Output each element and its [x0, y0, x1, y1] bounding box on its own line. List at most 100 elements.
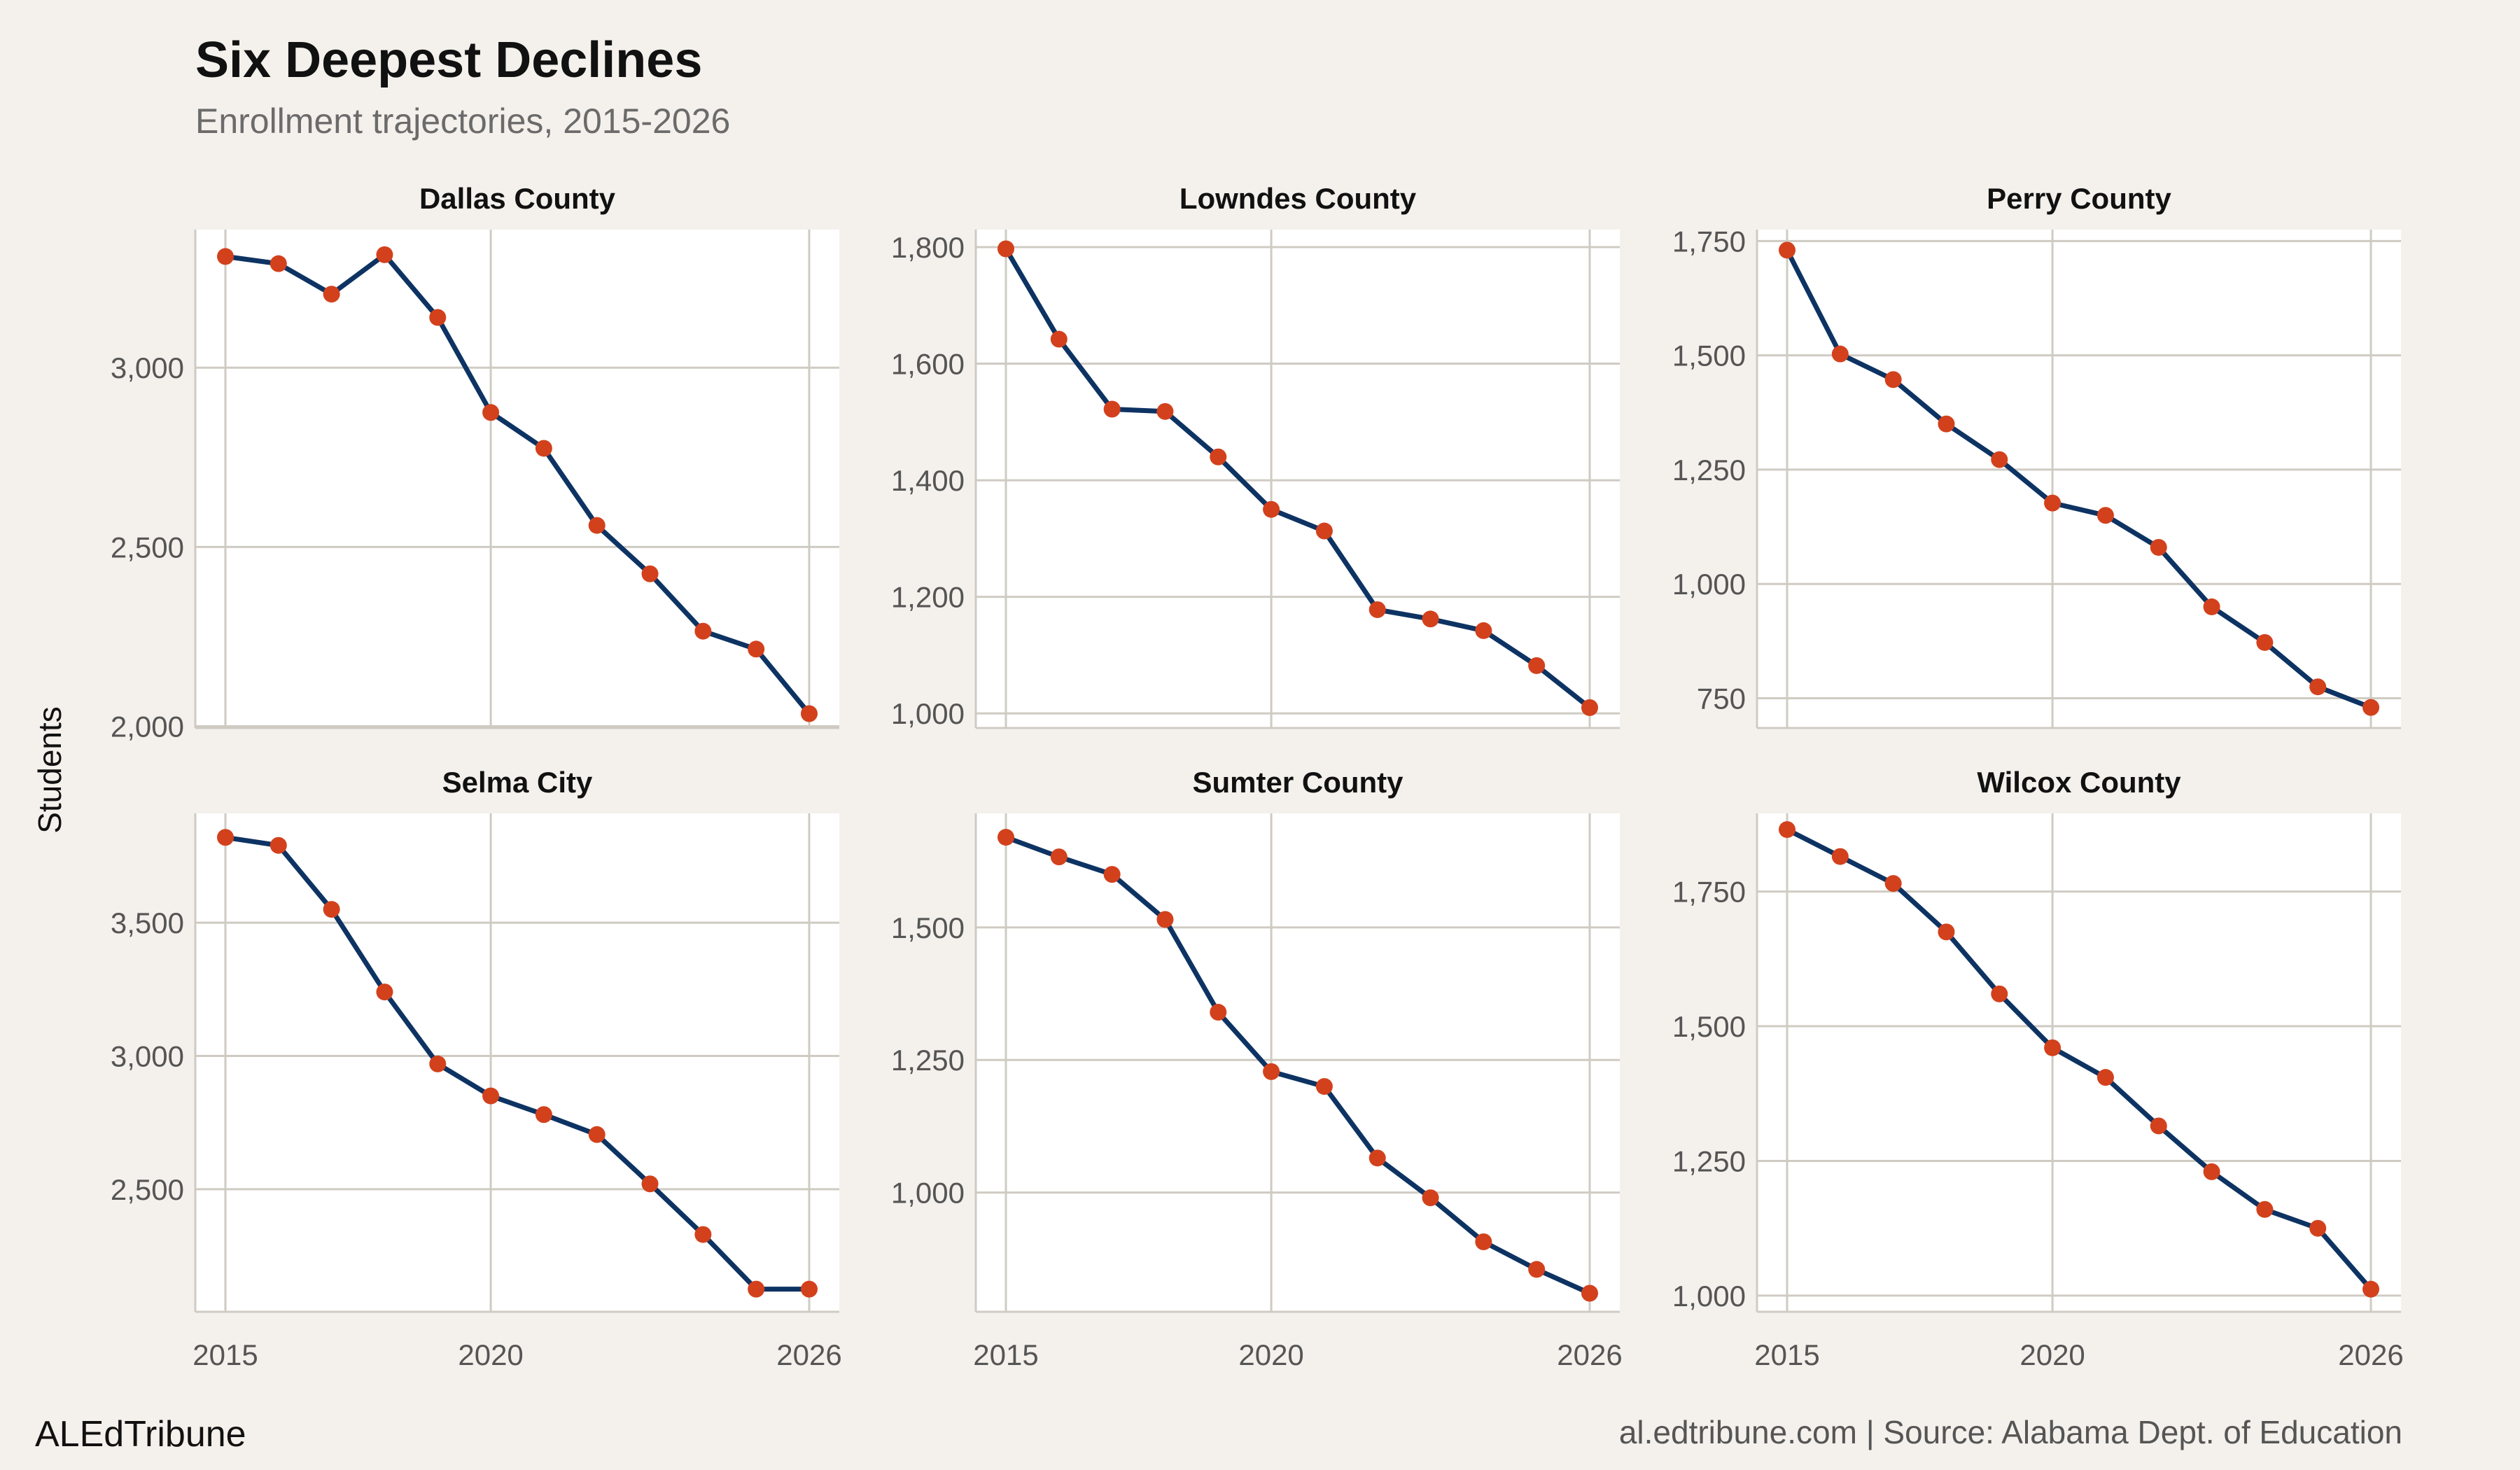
data-point — [429, 1055, 447, 1072]
data-point — [1050, 848, 1068, 866]
data-point — [217, 248, 234, 265]
y-tick-label: 1,000 — [1672, 568, 1746, 601]
panel-selma-city — [195, 813, 839, 1312]
data-point — [376, 983, 393, 1001]
y-tick-label: 2,000 — [111, 710, 184, 743]
x-tick-label: 2020 — [1238, 1338, 1303, 1371]
data-point — [2044, 1039, 2062, 1056]
data-point — [1884, 371, 1902, 388]
data-point — [482, 1087, 500, 1105]
data-point — [1156, 911, 1174, 928]
data-point — [1368, 601, 1386, 618]
brand-label: ALEdTribune — [35, 1414, 246, 1455]
data-point — [1315, 1078, 1333, 1096]
data-point — [1528, 657, 1546, 674]
data-point — [2150, 538, 2167, 556]
data-point — [748, 1280, 765, 1298]
data-point — [1475, 622, 1492, 639]
data-point — [270, 255, 287, 272]
data-point — [323, 286, 340, 303]
y-tick-label: 1,500 — [1672, 340, 1746, 372]
series-line-wilcox-county — [1786, 827, 2373, 1291]
data-point — [2309, 678, 2327, 696]
data-point — [2203, 598, 2220, 615]
data-point — [1422, 610, 1439, 628]
x-tick-label: 2015 — [1754, 1338, 1819, 1371]
data-point — [2096, 507, 2114, 524]
x-tick-label: 2026 — [2338, 1338, 2403, 1371]
data-point — [1831, 345, 1849, 363]
y-tick-label: 1,250 — [891, 1044, 965, 1077]
data-point — [641, 1175, 659, 1193]
data-point — [270, 836, 287, 854]
y-tick-label: 2,500 — [111, 531, 184, 564]
y-tick-label: 1,000 — [891, 1177, 965, 1210]
y-tick-label: 1,800 — [891, 231, 965, 264]
data-point — [2256, 634, 2274, 651]
x-tick-label: 2020 — [458, 1338, 523, 1371]
x-tick-label: 2026 — [776, 1338, 841, 1371]
data-point — [801, 1280, 818, 1298]
data-point — [535, 440, 552, 457]
data-point — [1991, 985, 2008, 1002]
panel-lowndes-county — [976, 230, 1620, 728]
data-point — [1315, 522, 1333, 540]
source-caption: al.edtribune.com | Source: Alabama Dept.… — [1619, 1414, 2402, 1450]
data-point — [1263, 1063, 1280, 1080]
data-point — [323, 901, 340, 918]
chart-title: Six Deepest Declines — [195, 32, 702, 88]
chart-subtitle: Enrollment trajectories, 2015-2026 — [195, 102, 730, 141]
data-point — [997, 829, 1014, 846]
data-point — [2150, 1117, 2167, 1135]
data-point — [1103, 866, 1121, 883]
panel-title: Perry County — [1987, 182, 2171, 215]
panel-title: Sumter County — [1192, 766, 1404, 799]
panel-title: Dallas County — [419, 182, 616, 215]
y-tick-label: 1,750 — [1672, 876, 1746, 909]
data-point — [1884, 875, 1902, 892]
data-point — [588, 517, 606, 534]
y-tick-label: 750 — [1697, 682, 1746, 715]
data-point — [1779, 241, 1795, 259]
data-point — [1991, 451, 2008, 468]
data-point — [588, 1126, 606, 1143]
data-point — [535, 1106, 552, 1124]
data-point — [2256, 1200, 2274, 1218]
data-point — [1581, 699, 1598, 716]
data-point — [1368, 1149, 1386, 1167]
data-point — [1581, 1284, 1598, 1302]
data-point — [376, 246, 393, 263]
x-tick-label: 2015 — [973, 1338, 1038, 1371]
y-tick-label: 1,200 — [891, 581, 965, 614]
x-tick-label: 2015 — [192, 1338, 258, 1371]
data-point — [694, 622, 712, 640]
data-point — [1938, 923, 1955, 941]
x-tick-label: 2026 — [1557, 1338, 1622, 1371]
data-point — [2203, 1163, 2220, 1180]
y-tick-label: 1,000 — [1672, 1280, 1746, 1312]
data-point — [1103, 400, 1121, 418]
series-line-selma-city — [225, 834, 809, 1292]
data-point — [2362, 699, 2379, 716]
data-point — [2096, 1069, 2114, 1086]
data-point — [1779, 821, 1795, 839]
y-tick-label: 3,000 — [111, 351, 184, 384]
data-point — [1210, 1004, 1227, 1021]
data-point — [1156, 402, 1174, 420]
y-tick-label: 1,750 — [1672, 225, 1746, 258]
y-tick-label: 1,250 — [1672, 1144, 1746, 1177]
data-point — [997, 240, 1014, 258]
panel-title: Wilcox County — [1977, 766, 2181, 799]
data-point — [1938, 415, 1955, 433]
y-tick-label: 3,000 — [111, 1040, 184, 1072]
y-tick-label: 1,500 — [1672, 1010, 1746, 1043]
data-point — [482, 404, 500, 421]
data-point — [748, 640, 765, 658]
y-tick-label: 2,500 — [111, 1173, 184, 1206]
data-point — [429, 309, 447, 326]
y-axis-label: Students — [31, 706, 68, 834]
data-point — [2309, 1219, 2327, 1237]
data-point — [217, 829, 234, 846]
data-point — [2362, 1280, 2379, 1298]
